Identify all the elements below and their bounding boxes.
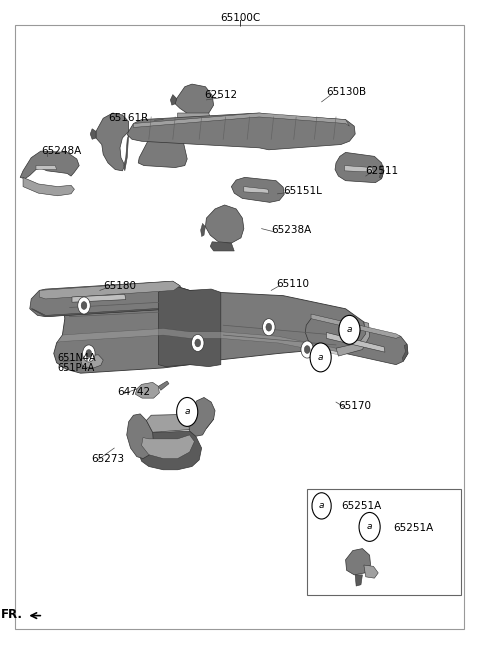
Polygon shape	[127, 414, 154, 459]
Polygon shape	[345, 166, 373, 172]
Polygon shape	[138, 138, 187, 168]
Text: FR.: FR.	[1, 608, 23, 621]
Polygon shape	[175, 84, 214, 117]
Circle shape	[310, 343, 331, 372]
Circle shape	[78, 297, 90, 314]
Circle shape	[177, 397, 198, 426]
Text: a: a	[347, 325, 352, 334]
Polygon shape	[127, 113, 355, 150]
Polygon shape	[231, 177, 284, 202]
Polygon shape	[201, 223, 205, 237]
Circle shape	[263, 319, 275, 336]
Polygon shape	[311, 314, 401, 338]
Polygon shape	[96, 113, 129, 171]
Text: a: a	[367, 522, 372, 532]
Polygon shape	[170, 95, 177, 105]
Text: 65273: 65273	[91, 453, 124, 464]
Polygon shape	[402, 344, 408, 361]
Polygon shape	[131, 431, 202, 470]
Polygon shape	[124, 135, 129, 171]
Text: 65251A: 65251A	[341, 501, 381, 511]
Polygon shape	[30, 281, 183, 317]
Circle shape	[312, 493, 331, 519]
Polygon shape	[133, 113, 349, 127]
Polygon shape	[188, 397, 215, 436]
Text: a: a	[319, 501, 324, 510]
Polygon shape	[72, 294, 126, 302]
Bar	[307, 489, 461, 595]
Polygon shape	[326, 332, 385, 352]
Circle shape	[86, 350, 92, 357]
Polygon shape	[335, 152, 384, 183]
Polygon shape	[178, 113, 210, 118]
Text: 65238A: 65238A	[271, 225, 312, 235]
Polygon shape	[57, 328, 338, 355]
Polygon shape	[36, 166, 57, 170]
Text: 65248A: 65248A	[41, 146, 81, 156]
Circle shape	[192, 334, 204, 351]
Polygon shape	[135, 382, 159, 398]
Text: 65251A: 65251A	[394, 523, 434, 533]
Polygon shape	[205, 205, 244, 243]
Text: 651N4A: 651N4A	[58, 353, 96, 363]
Text: a: a	[184, 407, 190, 417]
Text: 65130B: 65130B	[326, 87, 367, 97]
Text: 65110: 65110	[276, 279, 309, 289]
Text: 65161R: 65161R	[108, 113, 149, 124]
Polygon shape	[336, 322, 370, 356]
Text: 65100C: 65100C	[220, 13, 260, 24]
Polygon shape	[20, 151, 79, 179]
Text: 651P4A: 651P4A	[58, 363, 95, 373]
Circle shape	[304, 346, 310, 353]
Polygon shape	[142, 435, 194, 459]
Polygon shape	[305, 317, 408, 365]
Circle shape	[301, 341, 313, 358]
Polygon shape	[39, 281, 180, 299]
Polygon shape	[158, 381, 169, 390]
Circle shape	[359, 512, 380, 541]
Circle shape	[83, 345, 95, 362]
Text: a: a	[318, 353, 324, 362]
Circle shape	[339, 315, 360, 344]
Text: 62512: 62512	[204, 90, 238, 101]
Polygon shape	[23, 177, 74, 196]
Text: 65170: 65170	[338, 401, 372, 411]
Text: 64742: 64742	[118, 386, 151, 397]
Polygon shape	[244, 187, 269, 193]
Polygon shape	[364, 565, 378, 578]
Polygon shape	[158, 284, 221, 367]
Polygon shape	[90, 129, 96, 139]
Circle shape	[195, 339, 201, 347]
Polygon shape	[146, 414, 214, 432]
Polygon shape	[81, 355, 103, 368]
Polygon shape	[346, 549, 371, 575]
Text: 62511: 62511	[365, 166, 398, 176]
Polygon shape	[379, 166, 384, 179]
Text: 65151L: 65151L	[283, 185, 322, 196]
Polygon shape	[54, 284, 366, 373]
Polygon shape	[31, 304, 181, 317]
Circle shape	[81, 302, 87, 309]
Polygon shape	[355, 575, 362, 586]
Text: 65180: 65180	[103, 281, 136, 291]
Circle shape	[266, 323, 272, 331]
Polygon shape	[210, 242, 234, 251]
